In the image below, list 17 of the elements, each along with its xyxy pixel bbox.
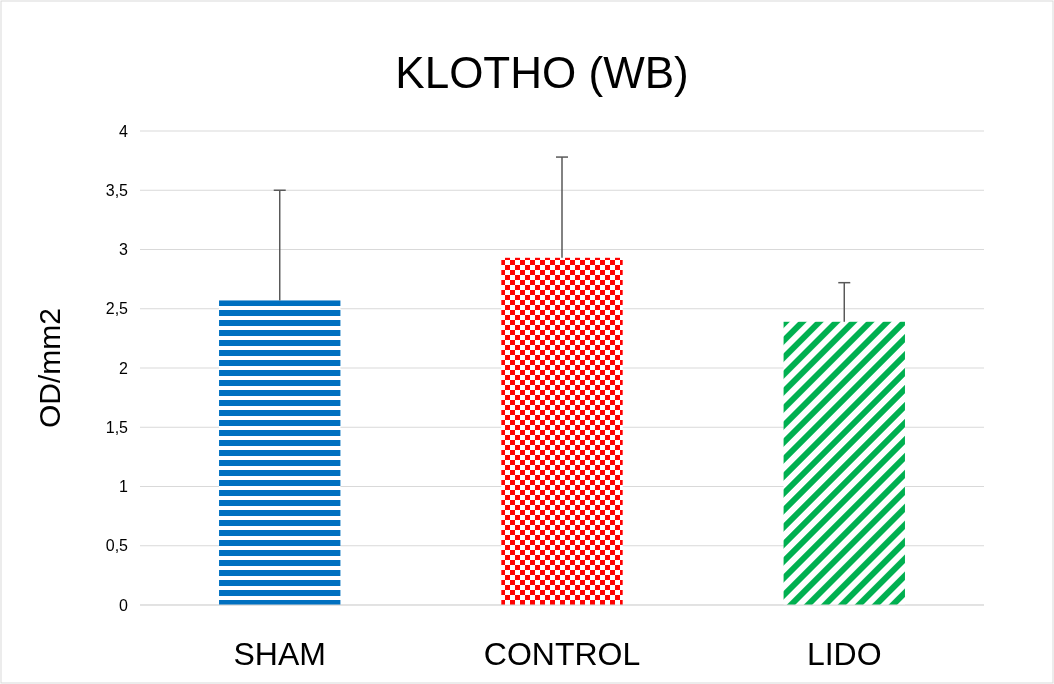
- y-tick-label: 2: [119, 359, 129, 377]
- x-tick-label: SHAM: [233, 636, 326, 672]
- y-tick-label: 3: [119, 241, 129, 259]
- chart-title: KLOTHO (WB): [395, 48, 689, 97]
- x-tick-label: LIDO: [806, 636, 882, 672]
- x-tick-label: CONTROL: [483, 636, 641, 672]
- y-tick-label: 1,5: [105, 418, 129, 436]
- bar: [501, 257, 623, 605]
- y-tick-label: 0: [119, 596, 129, 614]
- y-tick-label: 1: [119, 478, 129, 496]
- bar: [783, 321, 905, 605]
- y-tick-label: 3,5: [105, 181, 129, 199]
- bar: [219, 300, 341, 605]
- y-tick-label: 4: [119, 122, 129, 140]
- y-tick-label: 2,5: [105, 300, 129, 318]
- y-axis-title: OD/mm2: [33, 308, 66, 428]
- y-tick-label: 0,5: [105, 537, 129, 555]
